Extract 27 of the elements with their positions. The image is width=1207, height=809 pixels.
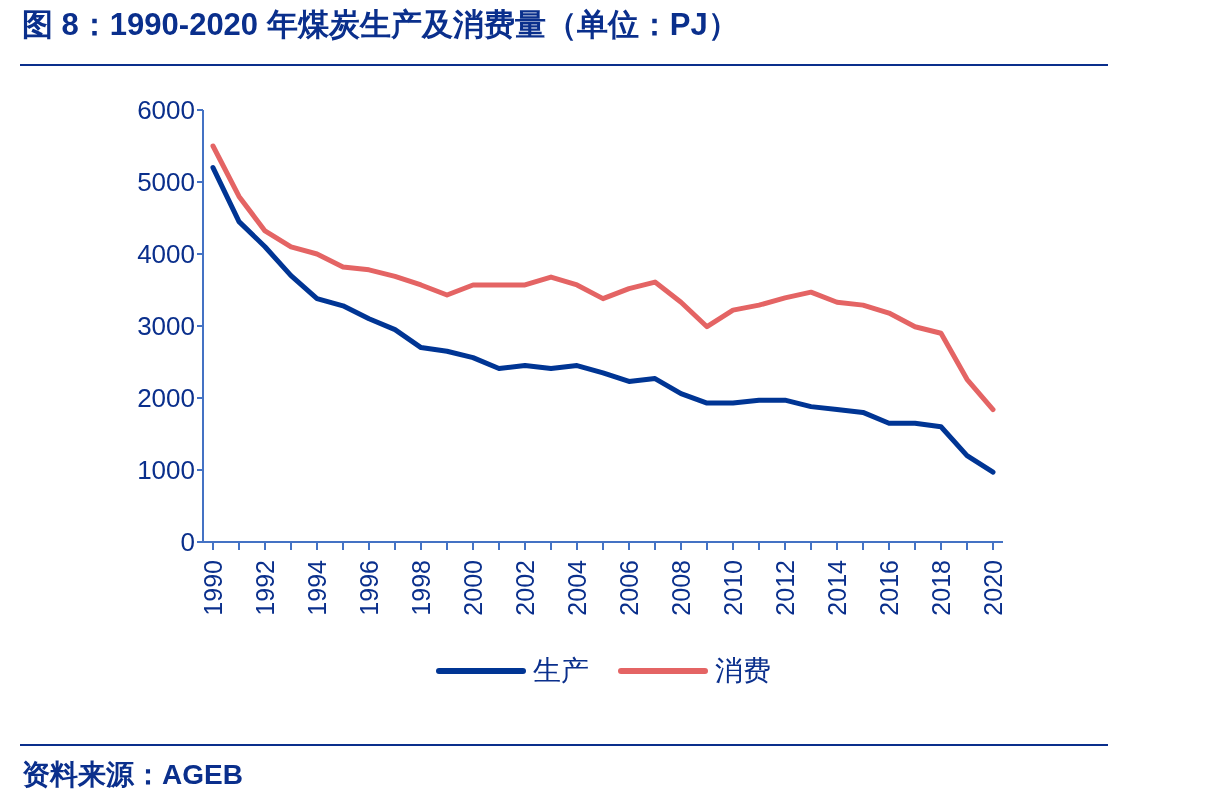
x-tick-label: 1998 <box>407 560 435 616</box>
chart-title: 图 8：1990-2020 年煤炭生产及消费量（单位：PJ） <box>22 6 739 44</box>
y-tick-label: 3000 <box>137 311 195 342</box>
y-tick-label: 4000 <box>137 239 195 270</box>
x-tick-label: 1996 <box>355 560 383 616</box>
x-tick-label: 2010 <box>719 560 747 616</box>
y-tick-label: 0 <box>180 527 195 558</box>
x-tick-label: 2002 <box>511 560 539 616</box>
x-tick-label: 2008 <box>667 560 695 616</box>
x-tick-label: 2020 <box>979 560 1007 616</box>
legend-label: 生产 <box>533 654 589 688</box>
y-tick-label: 1000 <box>137 455 195 486</box>
x-tick-label: 2004 <box>563 559 591 616</box>
x-tick-label: 2018 <box>927 560 955 616</box>
x-tick-label: 2016 <box>875 560 903 616</box>
text: 资料来源：AGEB <box>22 758 243 792</box>
x-tick-label: 2000 <box>459 560 487 616</box>
x-tick-label: 1990 <box>199 560 227 616</box>
legend-label: 消费 <box>715 654 771 688</box>
x-tick-label: 1994 <box>303 559 331 616</box>
x-tick-label: 2014 <box>823 559 851 616</box>
x-tick-label: 1992 <box>251 560 279 616</box>
x-tick-label: 2012 <box>771 560 799 616</box>
y-tick-label: 5000 <box>137 167 195 198</box>
y-tick-label: 6000 <box>137 95 195 126</box>
y-tick-label: 2000 <box>137 383 195 414</box>
x-tick-label: 2006 <box>615 560 643 616</box>
